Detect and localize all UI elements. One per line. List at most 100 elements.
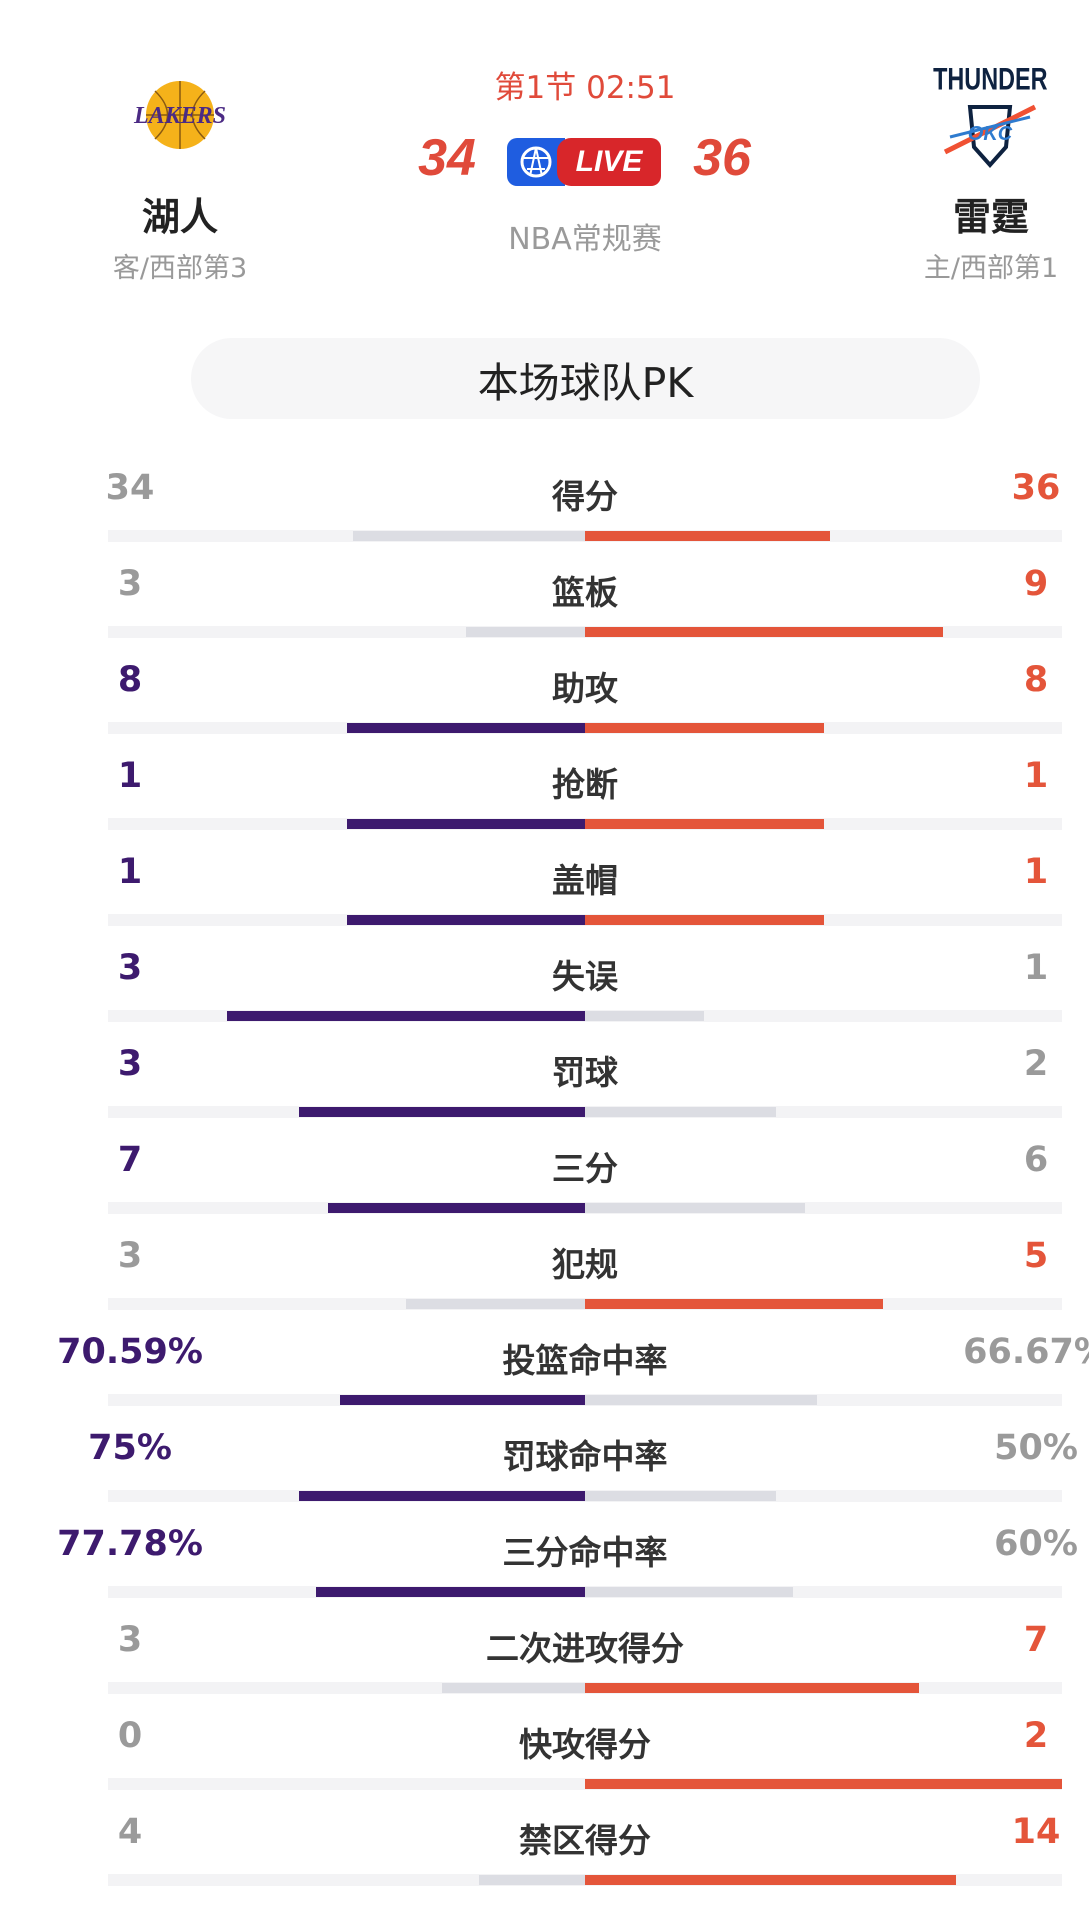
away-value: 34 [105, 468, 155, 508]
stat-row: 3 二次进攻得分 7 [0, 1620, 1089, 1716]
stat-row: 1 盖帽 1 [0, 852, 1089, 948]
home-value: 1 [1023, 948, 1049, 988]
home-bar [585, 1107, 776, 1117]
home-bar [585, 1203, 806, 1213]
home-value: 7 [1023, 1620, 1049, 1660]
stat-row: 3 罚球 2 [0, 1044, 1089, 1140]
stat-row: 4 禁区得分 14 [0, 1812, 1089, 1908]
away-value: 3 [117, 1620, 143, 1660]
stat-label: 罚球命中率 [502, 1437, 668, 1476]
away-value: 77.78% [57, 1524, 203, 1564]
stat-row: 75% 罚球命中率 50% [0, 1428, 1089, 1524]
stat-label: 禁区得分 [519, 1821, 651, 1860]
stat-row: 77.78% 三分命中率 60% [0, 1524, 1089, 1620]
home-bar [585, 819, 824, 829]
svg-text:LAKERS: LAKERS [133, 103, 226, 129]
away-bar [315, 1587, 585, 1597]
stat-label: 罚球 [552, 1053, 618, 1092]
home-bar [585, 531, 831, 541]
away-team-name[interactable]: 湖人 [141, 195, 219, 239]
away-value: 70.59% [57, 1332, 203, 1372]
home-team-standing: 主/西部第1 [923, 253, 1059, 284]
league-label: NBA常规赛 [508, 222, 662, 257]
stat-row: 70.59% 投篮命中率 66.67% [0, 1332, 1089, 1428]
home-bar [585, 1011, 705, 1021]
away-bar [298, 1491, 585, 1501]
live-label: LIVE [557, 138, 661, 186]
home-team-logo[interactable]: THUNDER OKC [930, 61, 1050, 172]
away-bar [353, 531, 585, 541]
stat-label: 盖帽 [552, 861, 618, 900]
away-score: 34 [418, 129, 476, 187]
away-value: 4 [117, 1812, 143, 1852]
stat-row: 3 犯规 5 [0, 1236, 1089, 1332]
away-value: 3 [117, 564, 143, 604]
basketball-icon [507, 138, 565, 186]
home-value: 14 [1011, 1812, 1061, 1852]
home-bar [585, 627, 943, 637]
away-team-logo[interactable]: LAKERS [125, 75, 235, 155]
stat-label: 三分 [552, 1149, 618, 1188]
home-score: 36 [693, 129, 751, 187]
away-bar [465, 627, 585, 637]
home-bar [585, 1683, 919, 1693]
stat-row: 3 失误 1 [0, 948, 1089, 1044]
away-bar [328, 1203, 585, 1213]
away-bar [479, 1875, 585, 1885]
away-value: 0 [117, 1716, 143, 1756]
team-pk-header: 本场球队PK [191, 338, 980, 419]
away-bar [346, 915, 585, 925]
home-team-name[interactable]: 雷霆 [952, 195, 1030, 239]
home-bar [585, 1299, 884, 1309]
home-value: 1 [1023, 756, 1049, 796]
home-value: 2 [1023, 1716, 1049, 1756]
away-bar [339, 1395, 585, 1405]
stat-row: 3 篮板 9 [0, 564, 1089, 660]
home-value: 60% [994, 1524, 1078, 1564]
away-value: 75% [88, 1428, 172, 1468]
stat-label: 抢断 [552, 765, 618, 804]
stat-label: 助攻 [552, 669, 618, 708]
stat-label: 失误 [552, 957, 618, 996]
home-value: 9 [1023, 564, 1049, 604]
svg-text:OKC: OKC [968, 123, 1013, 145]
stat-label: 投篮命中率 [502, 1341, 668, 1380]
period-clock: 第1节 02:51 [494, 70, 676, 106]
away-value: 3 [117, 1236, 143, 1276]
away-value: 8 [117, 660, 143, 700]
away-value: 7 [117, 1140, 143, 1180]
home-value: 8 [1023, 660, 1049, 700]
home-value: 36 [1011, 468, 1061, 508]
svg-text:THUNDER: THUNDER [933, 62, 1047, 96]
home-bar [585, 1395, 817, 1405]
home-bar [585, 1491, 776, 1501]
away-bar [346, 819, 585, 829]
home-value: 2 [1023, 1044, 1049, 1084]
away-value: 3 [117, 1044, 143, 1084]
home-bar [585, 723, 824, 733]
live-badge[interactable]: LIVE [507, 138, 661, 186]
stat-label: 快攻得分 [519, 1725, 651, 1764]
stat-label: 三分命中率 [502, 1533, 668, 1572]
home-bar [585, 1779, 1062, 1789]
section-title: 本场球队PK [477, 358, 694, 407]
away-bar [441, 1683, 585, 1693]
away-bar [227, 1011, 585, 1021]
stat-label: 二次进攻得分 [486, 1629, 684, 1668]
home-value: 66.67% [963, 1332, 1089, 1372]
away-value: 3 [117, 948, 143, 988]
stat-label: 得分 [552, 477, 618, 516]
home-value: 50% [994, 1428, 1078, 1468]
stat-row: 8 助攻 8 [0, 660, 1089, 756]
stat-row: 7 三分 6 [0, 1140, 1089, 1236]
stat-label: 犯规 [552, 1245, 618, 1284]
home-bar [585, 1587, 793, 1597]
home-bar [585, 915, 824, 925]
home-value: 6 [1023, 1140, 1049, 1180]
away-bar [298, 1107, 585, 1117]
stat-row: 1 抢断 1 [0, 756, 1089, 852]
stat-label: 篮板 [552, 573, 618, 612]
home-bar [585, 1875, 956, 1885]
stat-row: 34 得分 36 [0, 468, 1089, 564]
away-bar [406, 1299, 585, 1309]
